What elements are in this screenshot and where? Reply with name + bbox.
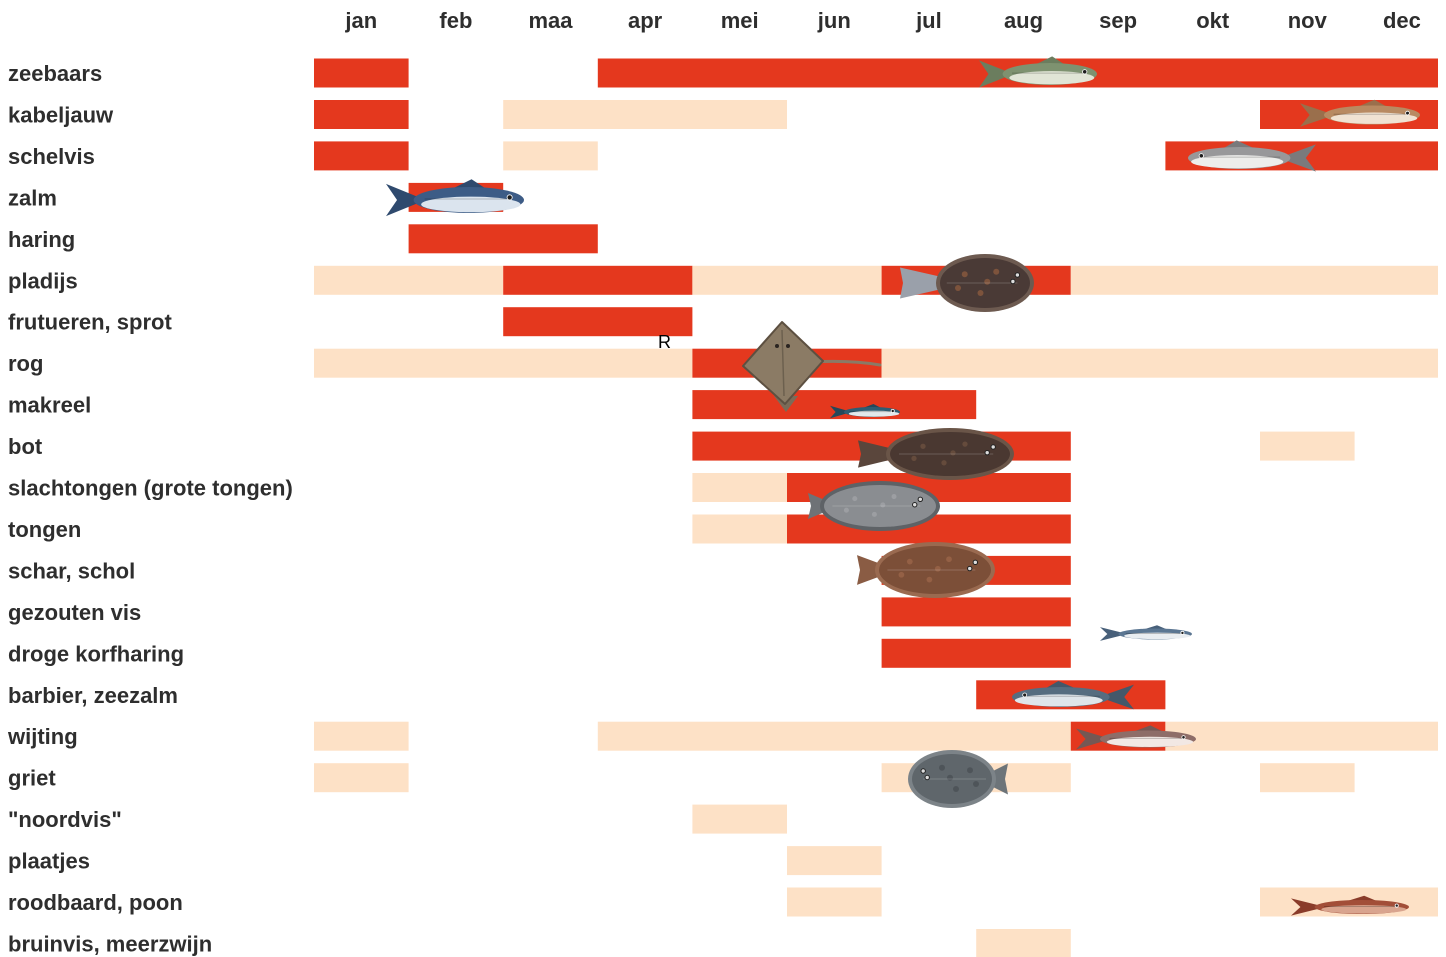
season-bar-18-mei-mei	[692, 804, 787, 834]
season-bar-16-apr-aug	[597, 721, 1071, 751]
brill-icon	[908, 750, 1008, 808]
species-label-9: bot	[8, 434, 43, 459]
season-bar-10-mei-mei	[692, 473, 787, 502]
cod-icon	[1300, 99, 1420, 127]
species-label-16: wijting	[7, 724, 78, 749]
species-label-21: bruinvis, meerzwijn	[8, 932, 212, 957]
season-bar-5-mei-jun	[692, 265, 882, 295]
month-label-apr: apr	[628, 8, 663, 33]
season-bar-17-jan-jan	[314, 763, 409, 793]
sea-bass-icon	[979, 56, 1097, 88]
species-label-15: barbier, zeezalm	[8, 683, 178, 708]
season-bar-9-nov-nov	[1260, 431, 1355, 461]
season-bar-16-jan-jan	[314, 721, 409, 751]
flounder-icon	[858, 428, 1014, 480]
season-bar-6-maa-apr	[503, 307, 693, 337]
plaice-icon	[900, 254, 1034, 312]
season-bar-1-maa-mei	[503, 100, 787, 129]
season-bar-5-sep-dec	[1070, 265, 1438, 295]
month-label-maa: maa	[528, 8, 573, 33]
sea-trout-icon	[1012, 681, 1134, 710]
season-bar-14-jul-aug	[881, 638, 1071, 668]
species-label-11: tongen	[8, 517, 81, 542]
month-label-okt: okt	[1196, 8, 1230, 33]
species-label-8: makreel	[8, 393, 91, 418]
species-label-17: griet	[8, 766, 56, 791]
season-bar-21-aug-aug	[976, 929, 1071, 957]
mackerel-icon	[830, 404, 900, 419]
species-label-14: droge korfharing	[8, 641, 184, 666]
species-label-3: zalm	[8, 185, 57, 210]
season-bar-5-maa-apr	[503, 265, 693, 295]
species-label-6: frutueren, sprot	[8, 310, 172, 335]
salmon-icon	[386, 179, 524, 217]
species-label-12: schar, schol	[8, 558, 135, 583]
ray-icon	[742, 321, 882, 412]
species-label-10: slachtongen (grote tongen)	[8, 476, 293, 501]
season-bar-20-jun-jun	[787, 887, 882, 917]
species-label-19: plaatjes	[8, 849, 90, 874]
month-axis: jan feb maa apr mei jun jul aug sep okt nov dec	[344, 8, 1420, 33]
species-label-20: roodbaard, poon	[8, 890, 183, 915]
season-bar-7-jan-apr	[314, 348, 693, 378]
season-bar-4-feb-maa	[408, 224, 598, 254]
species-label-18: "noordvis"	[8, 807, 122, 832]
herring-icon	[1100, 625, 1192, 641]
season-bar-19-jun-jun	[787, 846, 882, 876]
month-label-jul: jul	[915, 8, 942, 33]
species-label-4: haring	[8, 227, 75, 252]
season-bar-0-jan-jan	[314, 58, 409, 88]
sole-icon	[808, 481, 940, 531]
species-axis: zeebaars kabeljauw schelvis zalm haring pladi…	[7, 61, 293, 957]
month-label-jun: jun	[817, 8, 851, 33]
whiting-icon	[1076, 725, 1196, 750]
fish-illustrations	[386, 56, 1420, 916]
haddock-icon	[1188, 140, 1316, 172]
season-bar-17-nov-nov	[1260, 763, 1355, 793]
species-label-5: pladijs	[8, 268, 78, 293]
season-bar-2-maa-maa	[503, 141, 598, 171]
month-label-dec: dec	[1383, 8, 1421, 33]
species-label-7: rog	[8, 351, 43, 376]
stray-letter-annotation: R	[658, 332, 671, 352]
month-label-jan: jan	[344, 8, 377, 33]
month-label-mei: mei	[721, 8, 759, 33]
season-bar-2-jan-jan	[314, 141, 409, 171]
season-bar-11-mei-mei	[692, 514, 787, 544]
season-bar-5-jan-feb	[314, 265, 504, 295]
season-bar-13-jul-aug	[881, 597, 1071, 627]
season-bar-16-okt-dec	[1165, 721, 1438, 751]
gurnard-icon	[1291, 895, 1409, 916]
annotations: R	[658, 332, 671, 352]
month-label-nov: nov	[1288, 8, 1328, 33]
season-bar-7-jul-dec	[881, 348, 1438, 378]
species-label-13: gezouten vis	[8, 600, 141, 625]
dab-icon	[857, 542, 995, 598]
species-label-0: zeebaars	[8, 61, 102, 86]
species-label-1: kabeljauw	[8, 103, 114, 128]
month-label-feb: feb	[439, 8, 472, 33]
season-bar-1-jan-jan	[314, 100, 409, 129]
month-label-aug: aug	[1004, 8, 1043, 33]
month-label-sep: sep	[1099, 8, 1137, 33]
species-label-2: schelvis	[8, 144, 95, 169]
